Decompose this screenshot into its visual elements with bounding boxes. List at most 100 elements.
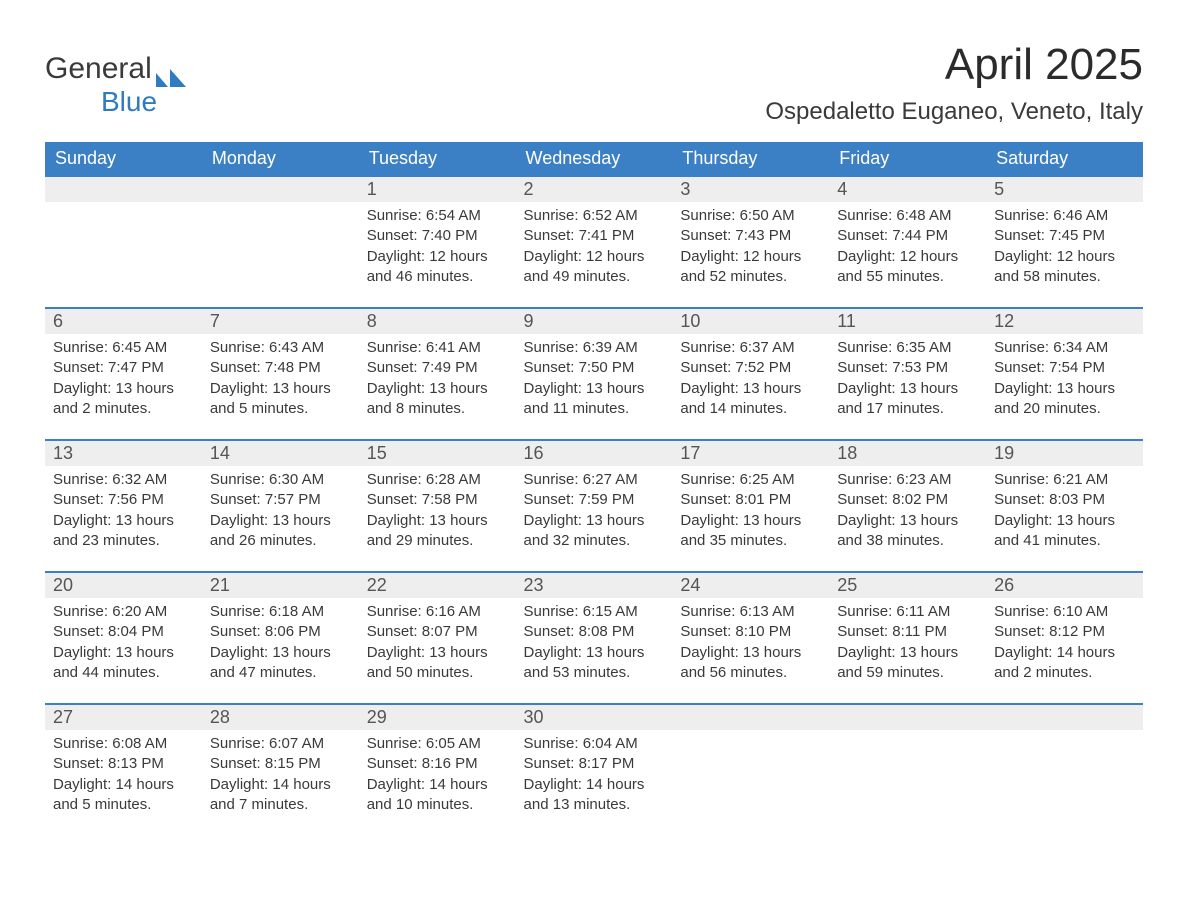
day-sunset: Sunset: 7:47 PM [53, 358, 194, 378]
brand-name-part2: Blue [101, 88, 186, 116]
calendar-day-cell: 15Sunrise: 6:28 AMSunset: 7:58 PMDayligh… [359, 440, 516, 572]
day-sunrise: Sunrise: 6:45 AM [53, 338, 194, 358]
day-daylight1: Daylight: 13 hours [524, 511, 665, 531]
day-number: 19 [986, 441, 1143, 466]
calendar-day-cell: 14Sunrise: 6:30 AMSunset: 7:57 PMDayligh… [202, 440, 359, 572]
day-daylight2: and 35 minutes. [680, 531, 821, 551]
column-header: Saturday [986, 142, 1143, 176]
day-sunset: Sunset: 8:06 PM [210, 622, 351, 642]
day-sunrise: Sunrise: 6:13 AM [680, 602, 821, 622]
day-daylight1: Daylight: 13 hours [53, 379, 194, 399]
day-sunset: Sunset: 8:03 PM [994, 490, 1135, 510]
calendar-day-cell: 28Sunrise: 6:07 AMSunset: 8:15 PMDayligh… [202, 704, 359, 836]
day-sunrise: Sunrise: 6:39 AM [524, 338, 665, 358]
day-daylight1: Daylight: 13 hours [994, 511, 1135, 531]
calendar-week-row: 13Sunrise: 6:32 AMSunset: 7:56 PMDayligh… [45, 440, 1143, 572]
calendar-day-cell: 3Sunrise: 6:50 AMSunset: 7:43 PMDaylight… [672, 176, 829, 308]
day-daylight2: and 49 minutes. [524, 267, 665, 287]
day-detail: Sunrise: 6:08 AMSunset: 8:13 PMDaylight:… [45, 730, 202, 825]
day-sunrise: Sunrise: 6:54 AM [367, 206, 508, 226]
calendar-day-cell: 19Sunrise: 6:21 AMSunset: 8:03 PMDayligh… [986, 440, 1143, 572]
day-detail: Sunrise: 6:54 AMSunset: 7:40 PMDaylight:… [359, 202, 516, 297]
day-daylight2: and 58 minutes. [994, 267, 1135, 287]
day-detail: Sunrise: 6:50 AMSunset: 7:43 PMDaylight:… [672, 202, 829, 297]
day-sunset: Sunset: 8:07 PM [367, 622, 508, 642]
day-daylight1: Daylight: 13 hours [837, 379, 978, 399]
calendar-day-cell: 22Sunrise: 6:16 AMSunset: 8:07 PMDayligh… [359, 572, 516, 704]
calendar-day-cell: 25Sunrise: 6:11 AMSunset: 8:11 PMDayligh… [829, 572, 986, 704]
header-row: General Blue April 2025 Ospedaletto Euga… [45, 40, 1143, 136]
day-sunrise: Sunrise: 6:43 AM [210, 338, 351, 358]
day-sunrise: Sunrise: 6:15 AM [524, 602, 665, 622]
day-number [45, 177, 202, 202]
day-sunrise: Sunrise: 6:05 AM [367, 734, 508, 754]
day-sunset: Sunset: 7:48 PM [210, 358, 351, 378]
day-daylight1: Daylight: 13 hours [837, 643, 978, 663]
day-daylight2: and 38 minutes. [837, 531, 978, 551]
day-daylight1: Daylight: 13 hours [210, 379, 351, 399]
column-header: Sunday [45, 142, 202, 176]
day-sunrise: Sunrise: 6:20 AM [53, 602, 194, 622]
day-daylight2: and 46 minutes. [367, 267, 508, 287]
calendar-day-cell: 12Sunrise: 6:34 AMSunset: 7:54 PMDayligh… [986, 308, 1143, 440]
calendar-week-row: 1Sunrise: 6:54 AMSunset: 7:40 PMDaylight… [45, 176, 1143, 308]
day-daylight1: Daylight: 13 hours [367, 511, 508, 531]
day-detail: Sunrise: 6:39 AMSunset: 7:50 PMDaylight:… [516, 334, 673, 429]
day-sunrise: Sunrise: 6:34 AM [994, 338, 1135, 358]
day-sunset: Sunset: 8:08 PM [524, 622, 665, 642]
day-daylight1: Daylight: 14 hours [210, 775, 351, 795]
calendar-table: SundayMondayTuesdayWednesdayThursdayFrid… [45, 142, 1143, 836]
day-number: 3 [672, 177, 829, 202]
calendar-day-cell: 26Sunrise: 6:10 AMSunset: 8:12 PMDayligh… [986, 572, 1143, 704]
day-daylight1: Daylight: 13 hours [837, 511, 978, 531]
page-title: April 2025 [765, 40, 1143, 90]
day-daylight2: and 13 minutes. [524, 795, 665, 815]
calendar-week-row: 27Sunrise: 6:08 AMSunset: 8:13 PMDayligh… [45, 704, 1143, 836]
day-daylight1: Daylight: 13 hours [210, 511, 351, 531]
calendar-day-cell: 7Sunrise: 6:43 AMSunset: 7:48 PMDaylight… [202, 308, 359, 440]
day-daylight2: and 53 minutes. [524, 663, 665, 683]
day-number [829, 705, 986, 730]
calendar-day-cell: 24Sunrise: 6:13 AMSunset: 8:10 PMDayligh… [672, 572, 829, 704]
day-daylight1: Daylight: 12 hours [524, 247, 665, 267]
day-number: 24 [672, 573, 829, 598]
day-number: 20 [45, 573, 202, 598]
day-detail: Sunrise: 6:43 AMSunset: 7:48 PMDaylight:… [202, 334, 359, 429]
day-detail: Sunrise: 6:27 AMSunset: 7:59 PMDaylight:… [516, 466, 673, 561]
column-header: Monday [202, 142, 359, 176]
column-header: Tuesday [359, 142, 516, 176]
day-daylight1: Daylight: 13 hours [53, 643, 194, 663]
day-daylight2: and 2 minutes. [53, 399, 194, 419]
calendar-body: 1Sunrise: 6:54 AMSunset: 7:40 PMDaylight… [45, 176, 1143, 836]
day-sunset: Sunset: 8:17 PM [524, 754, 665, 774]
day-sunset: Sunset: 8:15 PM [210, 754, 351, 774]
day-detail: Sunrise: 6:35 AMSunset: 7:53 PMDaylight:… [829, 334, 986, 429]
day-detail: Sunrise: 6:15 AMSunset: 8:08 PMDaylight:… [516, 598, 673, 693]
day-number: 30 [516, 705, 673, 730]
day-detail: Sunrise: 6:20 AMSunset: 8:04 PMDaylight:… [45, 598, 202, 693]
day-number: 21 [202, 573, 359, 598]
day-number [986, 705, 1143, 730]
day-daylight1: Daylight: 12 hours [680, 247, 821, 267]
day-sunrise: Sunrise: 6:23 AM [837, 470, 978, 490]
calendar-week-row: 6Sunrise: 6:45 AMSunset: 7:47 PMDaylight… [45, 308, 1143, 440]
day-number: 10 [672, 309, 829, 334]
day-detail: Sunrise: 6:34 AMSunset: 7:54 PMDaylight:… [986, 334, 1143, 429]
calendar-day-cell: 29Sunrise: 6:05 AMSunset: 8:16 PMDayligh… [359, 704, 516, 836]
column-header: Friday [829, 142, 986, 176]
calendar-day-cell: 2Sunrise: 6:52 AMSunset: 7:41 PMDaylight… [516, 176, 673, 308]
calendar-day-cell: 9Sunrise: 6:39 AMSunset: 7:50 PMDaylight… [516, 308, 673, 440]
day-number [202, 177, 359, 202]
day-detail: Sunrise: 6:13 AMSunset: 8:10 PMDaylight:… [672, 598, 829, 693]
day-number: 29 [359, 705, 516, 730]
calendar-header: SundayMondayTuesdayWednesdayThursdayFrid… [45, 142, 1143, 176]
day-detail: Sunrise: 6:07 AMSunset: 8:15 PMDaylight:… [202, 730, 359, 825]
calendar-day-cell: 17Sunrise: 6:25 AMSunset: 8:01 PMDayligh… [672, 440, 829, 572]
day-daylight2: and 50 minutes. [367, 663, 508, 683]
column-header: Thursday [672, 142, 829, 176]
day-number: 15 [359, 441, 516, 466]
day-sunset: Sunset: 7:52 PM [680, 358, 821, 378]
day-sunrise: Sunrise: 6:48 AM [837, 206, 978, 226]
day-detail: Sunrise: 6:04 AMSunset: 8:17 PMDaylight:… [516, 730, 673, 825]
day-daylight1: Daylight: 14 hours [524, 775, 665, 795]
